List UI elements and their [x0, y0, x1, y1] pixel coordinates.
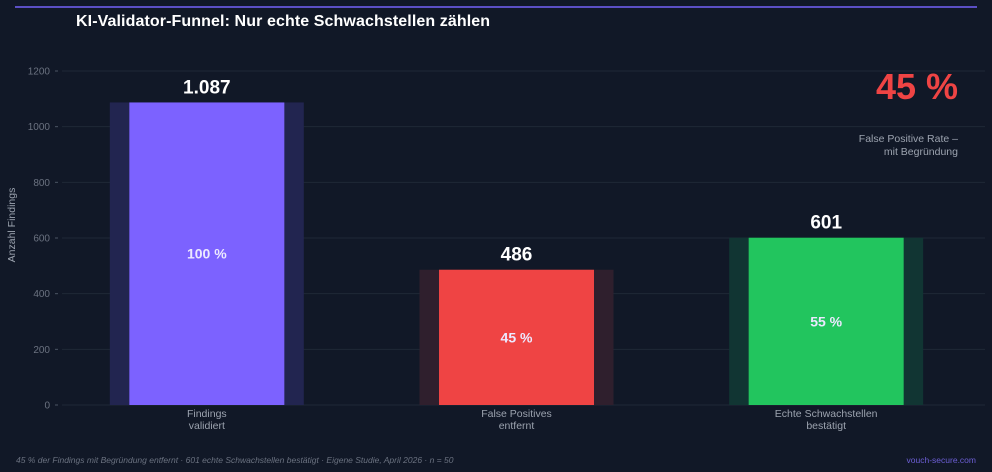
false-positive-rate-caption: False Positive Rate – mit Begründung	[858, 133, 958, 158]
bar-2	[748, 237, 904, 405]
y-tick-label-800: 800	[33, 178, 50, 189]
bar-value-label-1: 486	[501, 245, 533, 266]
y-tick-label-1000: 1000	[28, 122, 51, 133]
bar-1	[439, 269, 594, 405]
bars: 1.087 100 % 486 45 % 601 55 %	[109, 77, 924, 406]
false-positive-rate-value: 45 %	[875, 66, 958, 107]
bar-0	[129, 102, 285, 406]
x-axis-categories: Findings validiert False Positives entfernt…	[187, 408, 878, 432]
top-accent-line	[15, 6, 977, 8]
y-tick-label-400: 400	[33, 289, 50, 300]
bar-value-label-0: 1.087	[183, 77, 231, 98]
bar-percent-label-0: 100 %	[187, 246, 227, 262]
y-axis-ticks: 0 200 400 600 800 1000 1200	[28, 67, 58, 412]
x-category-label-1: False Positives entfernt	[481, 408, 552, 432]
bar-value-label-2: 601	[810, 213, 842, 234]
bar-percent-label-2: 55 %	[810, 313, 842, 329]
y-tick-label-200: 200	[33, 345, 50, 356]
x-category-label-2: Echte Schwachstellen bestätigt	[775, 408, 878, 432]
y-axis-label: Anzahl Findings	[6, 188, 18, 263]
y-tick-label-1200: 1200	[28, 67, 51, 78]
x-category-label-0: Findings validiert	[187, 408, 227, 432]
y-tick-label-600: 600	[33, 234, 50, 245]
footer-brand-link[interactable]: vouch-secure.com	[906, 455, 976, 465]
chart-title: KI-Validator-Funnel: Nur echte Schwachst…	[76, 13, 491, 30]
footer-note: 45 % der Findings mit Begründung entfern…	[16, 455, 454, 465]
bar-percent-label-1: 45 %	[501, 329, 533, 345]
y-tick-label-0: 0	[44, 401, 50, 412]
